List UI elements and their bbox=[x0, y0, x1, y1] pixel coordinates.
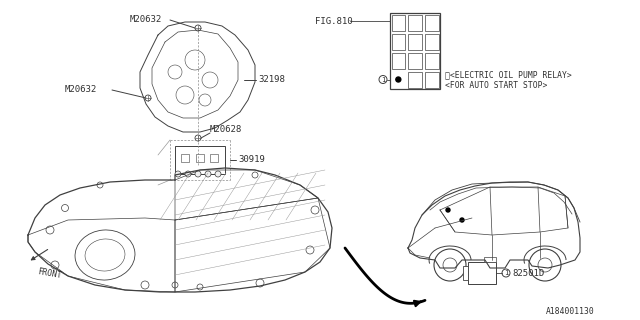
Circle shape bbox=[434, 249, 466, 281]
Bar bbox=[390, 13, 440, 89]
Text: FIG.810: FIG.810 bbox=[315, 17, 353, 26]
Bar bbox=[175, 146, 225, 174]
Text: 1: 1 bbox=[504, 270, 508, 276]
Circle shape bbox=[502, 269, 510, 277]
Bar bbox=[484, 257, 496, 262]
Circle shape bbox=[185, 171, 191, 177]
Circle shape bbox=[175, 171, 181, 177]
Text: A184001130: A184001130 bbox=[547, 308, 595, 316]
Bar bbox=[408, 14, 422, 30]
Circle shape bbox=[145, 95, 151, 101]
Bar bbox=[408, 71, 422, 87]
Bar bbox=[468, 262, 496, 284]
Circle shape bbox=[460, 218, 464, 222]
Bar bbox=[463, 266, 468, 280]
Circle shape bbox=[195, 135, 201, 141]
Bar bbox=[196, 154, 204, 162]
Circle shape bbox=[529, 249, 561, 281]
Text: ①<ELECTRIC OIL PUMP RELAY>: ①<ELECTRIC OIL PUMP RELAY> bbox=[445, 70, 572, 79]
Text: 32198: 32198 bbox=[258, 76, 285, 84]
Bar bbox=[425, 71, 438, 87]
Circle shape bbox=[195, 25, 201, 31]
Text: <FOR AUTO START STOP>: <FOR AUTO START STOP> bbox=[445, 81, 547, 90]
Text: M20632: M20632 bbox=[65, 85, 97, 94]
Circle shape bbox=[195, 171, 201, 177]
Bar bbox=[425, 34, 438, 50]
Bar bbox=[392, 14, 405, 30]
Bar bbox=[425, 52, 438, 68]
Text: 82501D: 82501D bbox=[512, 268, 544, 277]
Bar bbox=[210, 154, 218, 162]
Circle shape bbox=[443, 258, 457, 272]
Circle shape bbox=[379, 76, 387, 84]
Circle shape bbox=[205, 171, 211, 177]
Bar bbox=[392, 34, 405, 50]
Circle shape bbox=[215, 171, 221, 177]
Circle shape bbox=[396, 77, 401, 82]
Circle shape bbox=[538, 258, 552, 272]
Circle shape bbox=[446, 208, 450, 212]
Text: M20628: M20628 bbox=[210, 125, 243, 134]
Bar bbox=[408, 34, 422, 50]
Text: 1: 1 bbox=[381, 76, 385, 83]
Text: FRONT: FRONT bbox=[37, 268, 63, 281]
Bar bbox=[425, 14, 438, 30]
Bar bbox=[181, 154, 189, 162]
Bar bbox=[392, 52, 405, 68]
Text: M20632: M20632 bbox=[130, 15, 163, 25]
Text: 30919: 30919 bbox=[238, 156, 265, 164]
Bar bbox=[408, 52, 422, 68]
